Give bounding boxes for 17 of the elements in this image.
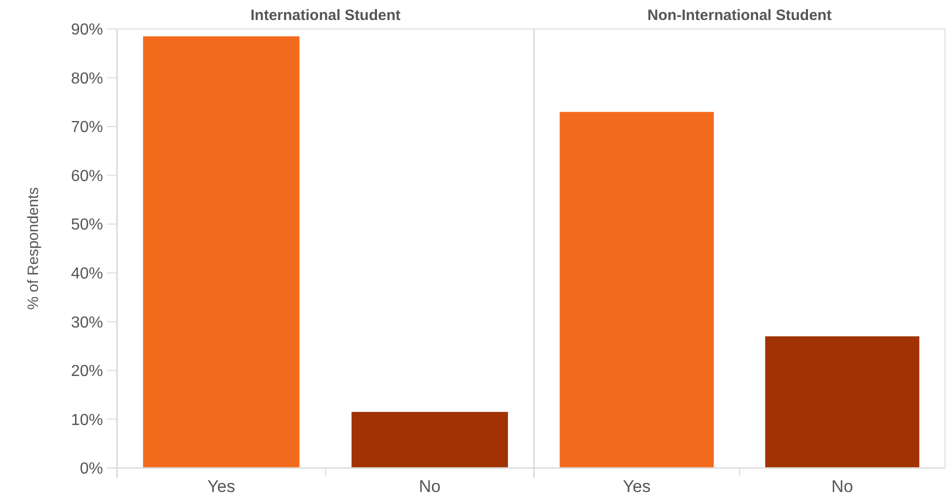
x-tick-label: Yes <box>207 477 236 496</box>
x-tick-label: No <box>418 477 441 496</box>
y-tick-label: 30% <box>70 314 103 332</box>
y-tick-label: 90% <box>70 22 103 39</box>
chart-title: Non-International Student <box>647 7 832 24</box>
chart-title: International Student <box>250 7 401 24</box>
y-tick-label: 70% <box>70 119 103 136</box>
y-tick-label: 50% <box>70 216 103 234</box>
y-tick-label: 40% <box>70 265 103 282</box>
y-tick-label: 20% <box>70 363 103 380</box>
y-tick-label: 10% <box>70 412 103 429</box>
y-tick-label: 80% <box>70 70 103 88</box>
x-tick-label: Yes <box>622 477 651 496</box>
x-tick-label: No <box>831 477 854 496</box>
y-tick-label: 0% <box>80 460 103 478</box>
y-axis-title: % of Respondents <box>25 187 42 310</box>
y-tick-label: 60% <box>70 168 103 185</box>
